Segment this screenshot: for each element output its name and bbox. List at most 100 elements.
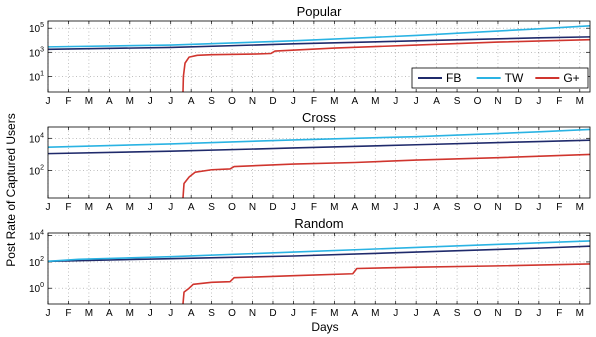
x-tick-label: F <box>556 202 562 213</box>
x-tick-label: A <box>106 308 113 319</box>
x-tick-label: N <box>494 308 501 319</box>
x-tick-label: A <box>106 96 113 107</box>
x-tick-label: O <box>474 202 482 213</box>
x-tick-label: O <box>228 308 236 319</box>
x-tick-label: A <box>433 308 440 319</box>
x-tick-label: J <box>393 96 398 107</box>
x-tick-label: J <box>148 308 153 319</box>
x-tick-label: F <box>65 202 71 213</box>
series-tw <box>48 240 590 263</box>
x-tick-label: S <box>454 308 461 319</box>
x-tick-label: M <box>576 202 584 213</box>
x-tick-label: J <box>536 308 541 319</box>
x-tick-label: M <box>126 202 134 213</box>
x-tick-label: A <box>351 202 358 213</box>
series-fb <box>48 139 590 155</box>
x-tick-label: J <box>168 96 173 107</box>
y-tick-label: 102 <box>29 165 44 178</box>
series-gplus <box>182 38 590 92</box>
x-tick-label: M <box>85 202 93 213</box>
x-tick-label: F <box>311 202 317 213</box>
x-tick-label: F <box>556 96 562 107</box>
x-tick-label: M <box>371 96 379 107</box>
x-tick-label: J <box>168 308 173 319</box>
x-tick-label: J <box>148 96 153 107</box>
x-tick-label: M <box>371 308 379 319</box>
x-tick-label: A <box>351 308 358 319</box>
x-tick-label: O <box>474 96 482 107</box>
x-tick-label: F <box>556 308 562 319</box>
x-tick-label: J <box>393 202 398 213</box>
x-tick-label: A <box>188 96 195 107</box>
x-tick-label: F <box>311 96 317 107</box>
x-tick-label: A <box>106 202 113 213</box>
y-tick-base: 10 <box>29 72 41 83</box>
y-tick-exponent: 3 <box>40 46 44 53</box>
x-tick-label: N <box>249 96 256 107</box>
y-tick-label: 100 <box>29 282 44 295</box>
series-tw <box>48 25 590 48</box>
y-tick-label: 105 <box>29 22 44 35</box>
x-tick-label: D <box>515 96 522 107</box>
x-tick-label: M <box>576 96 584 107</box>
series-gplus <box>182 263 590 304</box>
y-tick-base: 10 <box>29 134 41 145</box>
x-tick-label: F <box>65 96 71 107</box>
x-tick-label: M <box>330 96 338 107</box>
x-tick-label: N <box>494 202 501 213</box>
y-tick-label: 104 <box>29 230 44 243</box>
x-tick-label: M <box>330 308 338 319</box>
x-tick-label: O <box>228 202 236 213</box>
series-tw <box>48 128 590 148</box>
legend: FB TW G+ <box>411 67 589 89</box>
y-tick-base: 10 <box>29 232 41 243</box>
x-tick-label: N <box>494 96 501 107</box>
y-tick-label: 101 <box>29 70 44 83</box>
x-tick-label: A <box>188 308 195 319</box>
x-tick-label: M <box>371 202 379 213</box>
x-tick-label: M <box>85 308 93 319</box>
y-tick-exponent: 4 <box>40 230 44 237</box>
plot-frame <box>47 20 591 93</box>
x-tick-label: F <box>311 308 317 319</box>
x-tick-label: D <box>515 308 522 319</box>
x-tick-label: J <box>291 202 296 213</box>
y-tick-label: 103 <box>29 46 44 59</box>
x-tick-label: J <box>46 96 51 107</box>
y-tick-exponent: 2 <box>40 256 44 263</box>
x-tick-label: O <box>474 308 482 319</box>
y-axis-label: Post Rate of Captured Users <box>4 113 18 266</box>
y-tick-exponent: 2 <box>40 165 44 172</box>
x-tick-label: S <box>454 96 461 107</box>
y-tick-exponent: 1 <box>40 70 44 77</box>
x-tick-label: D <box>515 202 522 213</box>
plot-frame <box>47 232 591 305</box>
y-tick-label: 102 <box>29 256 44 269</box>
x-tick-label: J <box>291 308 296 319</box>
x-tick-label: S <box>208 202 215 213</box>
y-tick-base: 10 <box>29 48 41 59</box>
x-tick-label: J <box>46 202 51 213</box>
x-tick-label: A <box>433 96 440 107</box>
panel-title: Random <box>294 216 343 231</box>
y-tick-base: 10 <box>29 167 41 178</box>
x-tick-label: A <box>188 202 195 213</box>
x-tick-label: M <box>126 96 134 107</box>
x-axis-label: Days <box>311 320 338 334</box>
y-tick-base: 10 <box>29 258 41 269</box>
panel-title: Cross <box>302 110 336 125</box>
x-tick-label: J <box>46 308 51 319</box>
series-gplus <box>182 153 590 198</box>
x-tick-label: J <box>393 308 398 319</box>
x-tick-label: F <box>65 308 71 319</box>
x-tick-label: M <box>576 308 584 319</box>
series-fb <box>48 245 590 263</box>
y-tick-label: 104 <box>29 132 44 145</box>
y-tick-base: 10 <box>29 24 41 35</box>
legend-label: TW <box>505 71 524 85</box>
legend-label: G+ <box>563 71 579 85</box>
panel-title: Popular <box>297 4 342 19</box>
